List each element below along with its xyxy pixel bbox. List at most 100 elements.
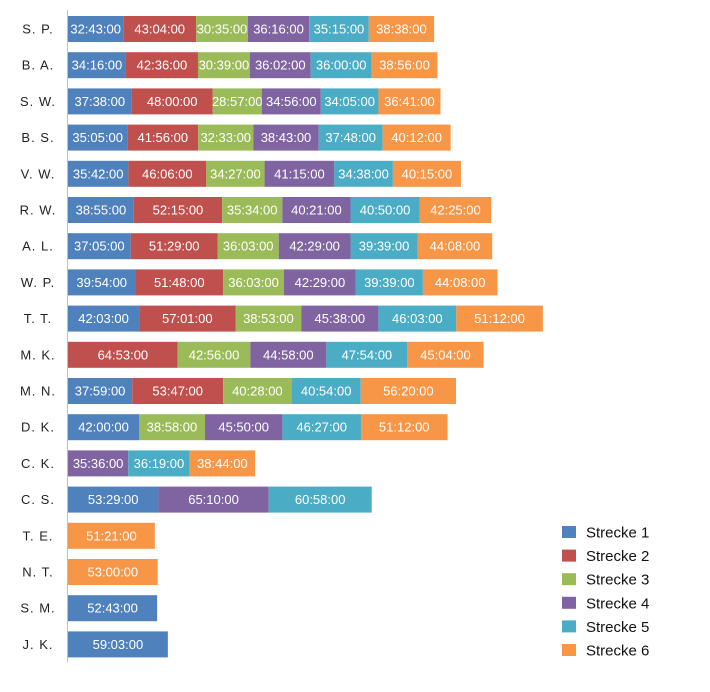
data-label-c-s-strecke-5: 60:58:00: [295, 492, 346, 507]
legend-swatch-strecke-4: [562, 596, 576, 609]
bar-b-s-strecke-5: [318, 124, 383, 151]
data-label-r-w-strecke-1: 38:55:00: [76, 203, 127, 218]
data-label-m-k-strecke-3: 42:56:00: [189, 347, 240, 362]
bar-c-s-strecke-4: [158, 486, 269, 513]
bar-w-p-strecke-5: [355, 269, 423, 296]
bar-m-n-strecke-3: [223, 378, 292, 404]
data-label-m-n-strecke-5: 40:54:00: [301, 384, 352, 399]
y-tick-label-t-e: T. E.: [22, 528, 53, 543]
bar-b-a-strecke-4: [249, 52, 311, 79]
data-label-s-p-strecke-5: 35:15:00: [314, 22, 365, 37]
data-label-t-t-strecke-2: 57:01:00: [162, 311, 213, 326]
data-label-j-k-strecke-1: 59:03:00: [93, 637, 144, 652]
data-label-s-p-strecke-6: 38:38:00: [376, 22, 427, 37]
bar-s-w-strecke-6: [378, 88, 441, 115]
bar-d-k-strecke-3: [139, 414, 205, 441]
data-label-b-a-strecke-2: 42:36:00: [137, 58, 188, 73]
bar-s-w-strecke-5: [320, 88, 379, 115]
y-tick-label-b-s: B. S.: [21, 130, 54, 145]
data-label-r-w-strecke-3: 35:34:00: [227, 203, 278, 218]
data-label-m-k-strecke-4: 44:58:00: [263, 347, 314, 362]
data-label-m-k-strecke-6: 45:04:00: [420, 347, 471, 362]
y-tick-label-s-p: S. P.: [22, 22, 54, 37]
bar-r-w-strecke-4: [282, 197, 351, 223]
bar-v-w-strecke-4: [264, 160, 335, 187]
data-label-c-k-strecke-4: 35:36:00: [73, 456, 124, 471]
data-label-c-k-strecke-6: 38:44:00: [197, 456, 248, 471]
bar-m-n-strecke-1: [68, 378, 133, 404]
legend-label-strecke-5: Strecke 5: [586, 619, 649, 636]
data-label-d-k-strecke-3: 38:58:00: [147, 420, 198, 435]
data-label-w-p-strecke-1: 39:54:00: [76, 275, 127, 290]
bar-c-s-strecke-5: [268, 486, 372, 513]
bar-t-t-strecke-5: [378, 305, 457, 332]
bar-b-s-strecke-4: [253, 124, 319, 151]
bar-r-w-strecke-3: [222, 197, 283, 223]
data-label-c-k-strecke-5: 36:19:00: [134, 456, 185, 471]
bar-w-p-strecke-6: [422, 269, 498, 296]
legend-label-strecke-6: Strecke 6: [586, 643, 649, 660]
bar-s-m-strecke-1: [68, 595, 158, 622]
data-label-r-w-strecke-2: 52:15:00: [153, 203, 204, 218]
legend-swatch-strecke-2: [562, 549, 576, 562]
data-label-r-w-strecke-4: 40:21:00: [291, 203, 342, 218]
bar-c-k-strecke-5: [128, 450, 190, 477]
bar-m-k-strecke-5: [326, 341, 408, 368]
data-label-s-w-strecke-2: 48:00:00: [147, 94, 198, 109]
data-label-s-p-strecke-2: 43:04:00: [134, 22, 185, 37]
bar-b-s-strecke-1: [68, 124, 128, 151]
legend-label-strecke-4: Strecke 4: [586, 595, 649, 612]
bar-m-k-strecke-6: [407, 341, 484, 368]
legend-swatch-strecke-3: [562, 573, 576, 586]
data-label-m-n-strecke-6: 56:20:00: [383, 384, 434, 399]
bar-d-k-strecke-1: [68, 414, 140, 441]
data-label-w-p-strecke-2: 51:48:00: [154, 275, 205, 290]
data-label-s-m-strecke-1: 52:43:00: [87, 601, 138, 616]
bar-r-w-strecke-6: [419, 197, 492, 223]
legend-swatch-strecke-5: [562, 620, 576, 633]
bar-r-w-strecke-5: [350, 197, 420, 223]
data-label-t-t-strecke-5: 46:03:00: [392, 311, 443, 326]
bar-a-l-strecke-5: [350, 233, 418, 260]
bar-v-w-strecke-5: [334, 160, 393, 187]
y-tick-label-r-w: R. W.: [20, 203, 57, 218]
y-tick-label-m-n: M. N.: [20, 384, 56, 399]
bar-s-w-strecke-2: [131, 88, 213, 115]
data-label-s-p-strecke-3: 30:35:00: [197, 22, 248, 37]
data-label-a-l-strecke-6: 44:08:00: [430, 239, 481, 254]
data-label-s-w-strecke-4: 34:56:00: [266, 94, 317, 109]
bar-b-a-strecke-6: [371, 52, 438, 79]
bar-a-l-strecke-4: [278, 233, 351, 260]
data-label-a-l-strecke-5: 39:39:00: [359, 239, 410, 254]
bar-t-e-strecke-6: [68, 522, 155, 549]
bar-s-p-strecke-1: [68, 16, 124, 42]
bar-a-l-strecke-1: [68, 233, 131, 260]
bar-s-p-strecke-2: [123, 16, 197, 42]
data-label-t-t-strecke-4: 45:38:00: [315, 311, 366, 326]
legend-label-strecke-3: Strecke 3: [586, 572, 649, 589]
bar-s-p-strecke-3: [196, 16, 248, 42]
bar-t-t-strecke-3: [235, 305, 302, 332]
bar-s-w-strecke-4: [261, 88, 321, 115]
y-tick-label-a-l: A. L.: [22, 239, 54, 254]
bar-w-p-strecke-3: [223, 269, 285, 296]
legend-label-strecke-1: Strecke 1: [586, 525, 649, 542]
bar-t-t-strecke-2: [139, 305, 236, 332]
data-label-d-k-strecke-4: 45:50:00: [218, 420, 269, 435]
data-label-v-w-strecke-4: 41:15:00: [274, 166, 325, 181]
bar-b-s-strecke-2: [127, 124, 199, 151]
bar-b-a-strecke-3: [197, 52, 250, 79]
legend-label-strecke-2: Strecke 2: [586, 548, 649, 565]
bar-a-l-strecke-2: [130, 233, 218, 260]
bar-b-s-strecke-3: [198, 124, 254, 151]
bar-v-w-strecke-6: [392, 160, 461, 187]
bar-a-l-strecke-3: [217, 233, 279, 260]
data-label-s-p-strecke-1: 32:43:00: [70, 22, 121, 37]
bar-v-w-strecke-2: [128, 160, 207, 187]
data-label-b-s-strecke-1: 35:05:00: [72, 130, 123, 145]
bar-b-a-strecke-5: [310, 52, 372, 79]
data-label-w-p-strecke-3: 36:03:00: [228, 275, 279, 290]
y-tick-label-v-w: V. W.: [21, 166, 56, 181]
